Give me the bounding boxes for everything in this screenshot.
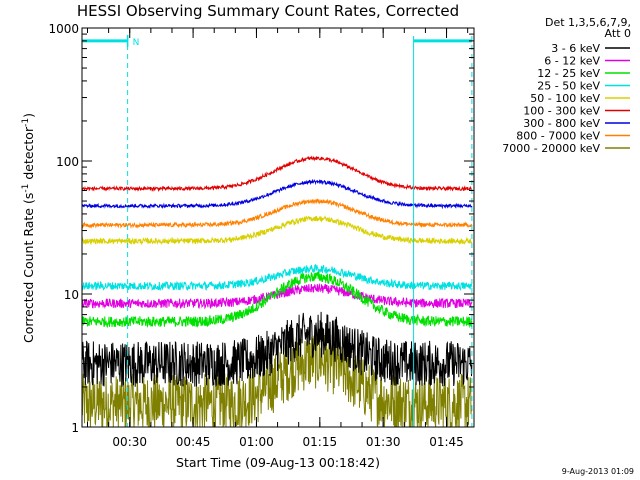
y-tick-label: 1 [71,421,79,435]
series-line [81,178,473,210]
x-tick-label: 01:30 [366,435,401,449]
flag-overlay: N [82,34,473,427]
series-line [81,329,473,428]
y-axis: 1 10 100 1000 [48,22,474,435]
x-axis: 00:30 00:45 01:00 01:15 01:30 01:45 [86,28,469,449]
legend-label: 3 - 6 keV [551,42,600,55]
legend-label: 50 - 100 keV [530,92,600,105]
legend-label: 12 - 25 keV [537,67,600,80]
legend-label: 100 - 300 keV [523,105,600,118]
x-axis-label: Start Time (09-Aug-13 00:18:42) [176,455,380,470]
series-line [81,155,473,193]
legend-header-detectors: Det 1,3,5,6,7,9, [545,16,631,29]
y-tick-label: 100 [56,155,79,169]
series-line [81,311,473,388]
x-tick-label: 01:15 [303,435,338,449]
legend-label: 300 - 800 keV [523,117,600,130]
series-line [81,198,473,229]
legend-header-attenuator: Att 0 [605,27,631,40]
y-tick-label: 10 [64,288,79,302]
y-tick-label: 1000 [48,22,79,36]
legend-label: 6 - 12 keV [544,55,600,68]
legend-label: 7000 - 20000 keV [502,142,600,155]
x-tick-label: 01:45 [429,435,464,449]
series-line [81,263,473,292]
series-line [81,270,473,329]
x-tick-label: 01:00 [239,435,274,449]
series-line [81,283,473,310]
series-layer [81,155,473,428]
series-line [81,214,473,246]
y-axis-label: Corrected Count Rate (s-1 detector-1) [21,113,36,343]
x-tick-label: 00:30 [112,435,147,449]
legend-label: 25 - 50 keV [537,80,600,93]
flag-label: N [133,38,140,48]
legend-label: 800 - 7000 keV [516,130,600,143]
chart-title: HESSI Observing Summary Count Rates, Cor… [77,2,459,20]
generation-timestamp: 9-Aug-2013 01:09 [562,467,634,476]
x-tick-label: 00:45 [176,435,211,449]
